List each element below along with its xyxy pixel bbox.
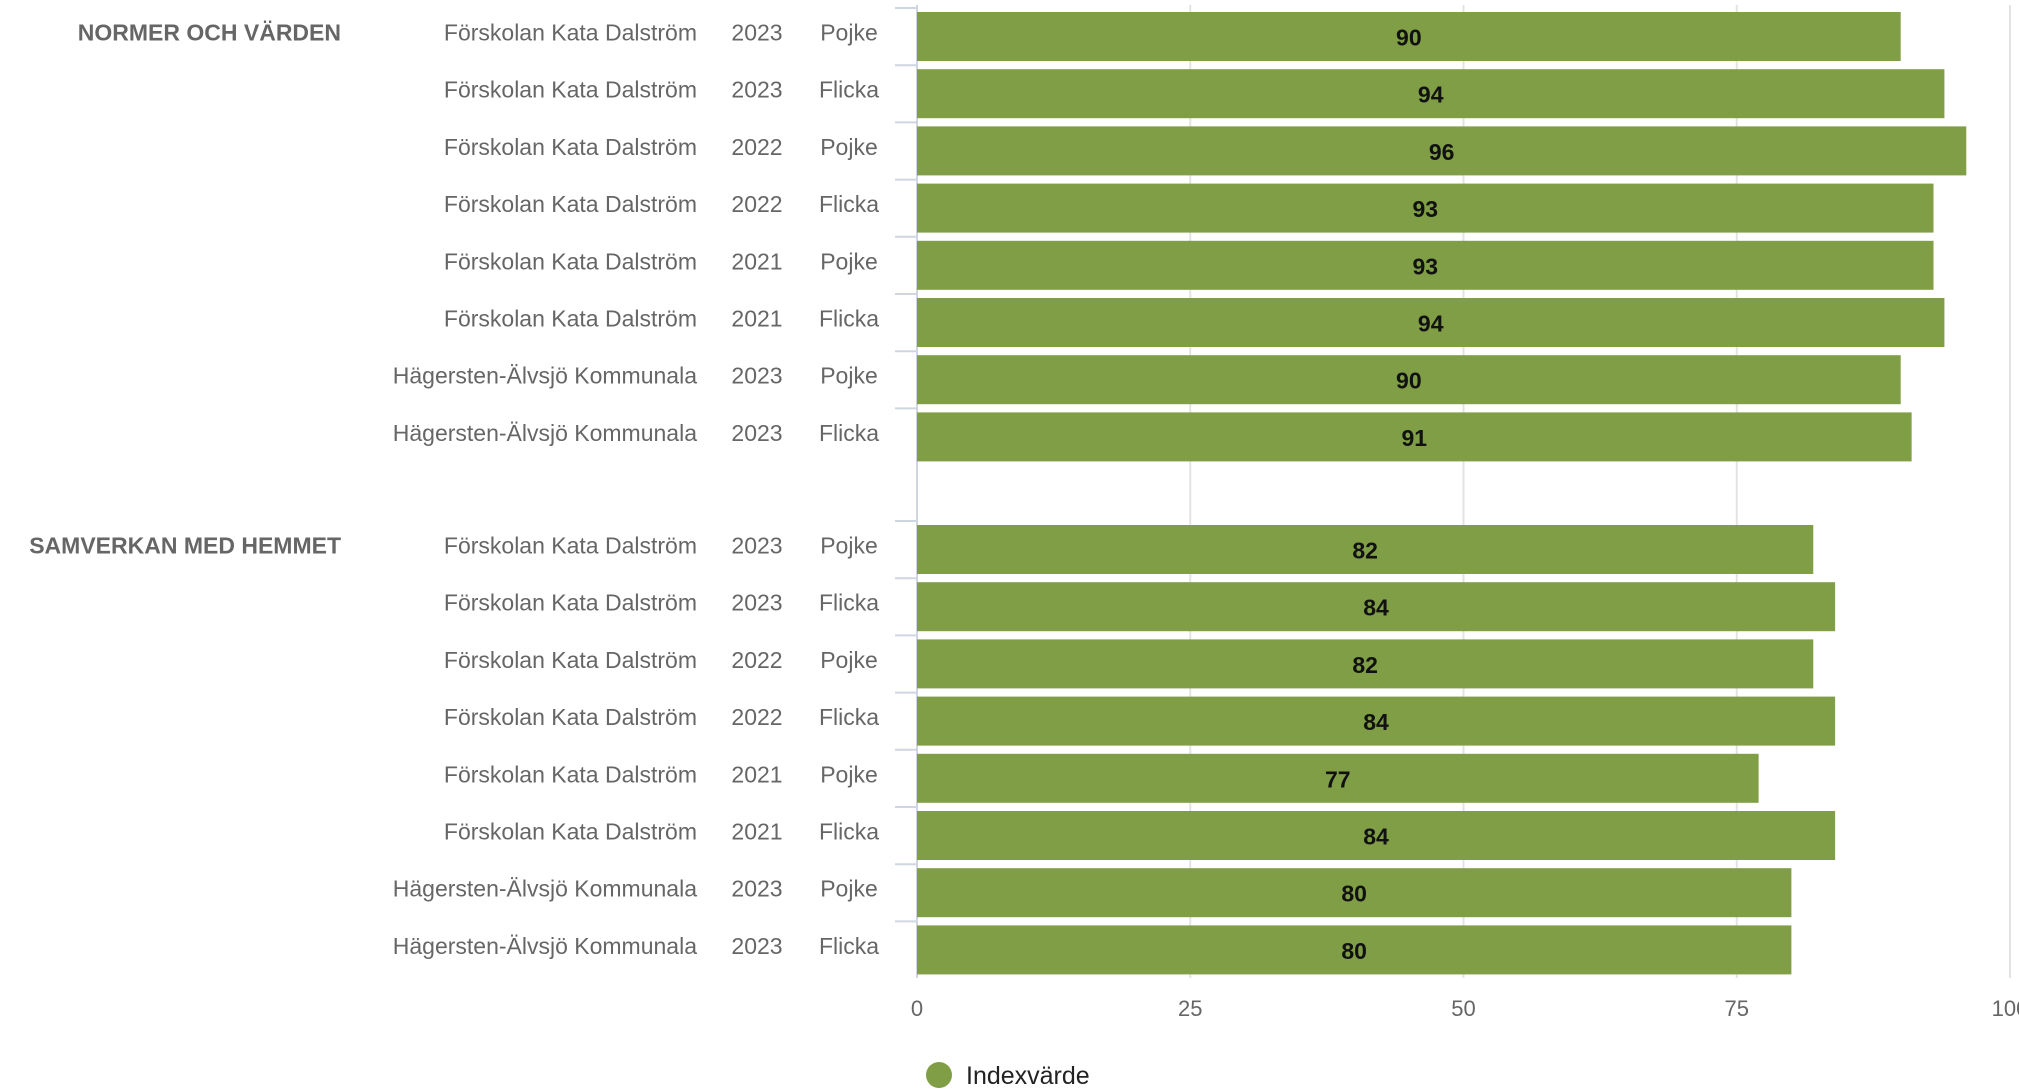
gender-label: Pojke	[820, 134, 878, 160]
year-label: 2023	[731, 20, 782, 46]
gender-label: Flicka	[819, 306, 879, 332]
legend[interactable]: Indexvärde	[926, 1062, 1090, 1089]
bar-value-label: 90	[1396, 25, 1422, 51]
year-label: 2022	[731, 134, 782, 160]
bar[interactable]	[917, 753, 1759, 803]
bar[interactable]	[917, 696, 1836, 746]
gender-label: Pojke	[820, 876, 878, 902]
x-tick-label: 100	[1992, 996, 2019, 1021]
school-label: Hägersten-Älvsjö Kommunala	[393, 933, 697, 959]
bar[interactable]	[917, 355, 1901, 405]
bar[interactable]	[917, 126, 1967, 176]
bar-value-label: 82	[1352, 652, 1378, 678]
gender-label: Pojke	[820, 363, 878, 389]
year-label: 2023	[731, 533, 782, 559]
bar-value-label: 93	[1412, 253, 1438, 279]
year-label: 2023	[731, 590, 782, 616]
bar-value-label: 84	[1363, 709, 1389, 735]
bar[interactable]	[917, 298, 1945, 347]
school-label: Förskolan Kata Dalström	[444, 533, 697, 559]
year-label: 2021	[731, 761, 782, 787]
row-labels: Förskolan Kata Dalström 2023 Pojke NORMER O…	[29, 20, 879, 959]
bar[interactable]	[917, 868, 1792, 918]
year-label: 2023	[731, 420, 782, 446]
gender-label: Flicka	[819, 77, 879, 103]
school-label: Hägersten-Älvsjö Kommunala	[393, 420, 697, 446]
bar-value-label: 77	[1325, 766, 1351, 792]
x-axis: 0 25 50 75 100	[911, 996, 2019, 1021]
year-label: 2021	[731, 819, 782, 845]
year-label: 2023	[731, 77, 782, 103]
school-label: Förskolan Kata Dalström	[444, 647, 697, 673]
school-label: Förskolan Kata Dalström	[444, 191, 697, 217]
gender-label: Pojke	[820, 248, 878, 274]
bar[interactable]	[917, 69, 1945, 119]
bar-value-label: 84	[1363, 824, 1389, 850]
bar-value-label: 93	[1412, 196, 1438, 222]
school-label: Förskolan Kata Dalström	[444, 134, 697, 160]
group-label: SAMVERKAN MED HEMMET	[29, 533, 341, 559]
gender-label: Flicka	[819, 191, 879, 217]
gender-label: Flicka	[819, 590, 879, 616]
x-tick-label: 0	[911, 996, 923, 1021]
bar[interactable]	[917, 639, 1814, 689]
bar-value-label: 84	[1363, 595, 1389, 621]
bar-value-label: 94	[1418, 82, 1444, 108]
school-label: Förskolan Kata Dalström	[444, 819, 697, 845]
gender-label: Pojke	[820, 20, 878, 46]
bar-value-label: 91	[1402, 425, 1428, 451]
year-label: 2022	[731, 704, 782, 730]
bar[interactable]	[917, 925, 1792, 975]
year-label: 2023	[731, 363, 782, 389]
year-label: 2021	[731, 248, 782, 274]
x-tick-label: 75	[1725, 996, 1749, 1021]
school-label: Hägersten-Älvsjö Kommunala	[393, 876, 697, 902]
gender-label: Pojke	[820, 533, 878, 559]
bar-value-label: 96	[1429, 139, 1455, 165]
year-label: 2023	[731, 933, 782, 959]
bar-value-label: 80	[1341, 938, 1367, 964]
year-label: 2021	[731, 306, 782, 332]
gender-label: Flicka	[819, 420, 879, 446]
gender-label: Flicka	[819, 933, 879, 959]
bar[interactable]	[917, 240, 1934, 290]
bar[interactable]	[917, 582, 1836, 632]
bar[interactable]	[917, 811, 1836, 860]
school-label: Förskolan Kata Dalström	[444, 77, 697, 103]
school-label: Förskolan Kata Dalström	[444, 704, 697, 730]
school-label: Hägersten-Älvsjö Kommunala	[393, 363, 697, 389]
school-label: Förskolan Kata Dalström	[444, 306, 697, 332]
school-label: Förskolan Kata Dalström	[444, 761, 697, 787]
year-label: 2023	[731, 876, 782, 902]
bar[interactable]	[917, 183, 1934, 233]
legend-label[interactable]: Indexvärde	[966, 1062, 1090, 1089]
bar[interactable]	[917, 525, 1814, 574]
x-tick-label: 50	[1451, 996, 1475, 1021]
bars: 90 94 96 93 93 94 90 91 82 84 82 84 77 84 80 80	[917, 12, 1967, 975]
school-label: Förskolan Kata Dalström	[444, 20, 697, 46]
gender-label: Pojke	[820, 761, 878, 787]
year-label: 2022	[731, 647, 782, 673]
year-label: 2022	[731, 191, 782, 217]
bar-value-label: 94	[1418, 311, 1444, 337]
bar-value-label: 82	[1352, 538, 1378, 564]
school-label: Förskolan Kata Dalström	[444, 248, 697, 274]
school-label: Förskolan Kata Dalström	[444, 590, 697, 616]
bar-value-label: 80	[1341, 881, 1367, 907]
x-tick-label: 25	[1178, 996, 1202, 1021]
group-label: NORMER OCH VÄRDEN	[78, 20, 341, 46]
gender-label: Flicka	[819, 819, 879, 845]
gender-label: Pojke	[820, 647, 878, 673]
gender-label: Flicka	[819, 704, 879, 730]
bar[interactable]	[917, 412, 1912, 462]
legend-marker[interactable]	[926, 1062, 952, 1088]
bar-value-label: 90	[1396, 368, 1422, 394]
bar[interactable]	[917, 12, 1901, 61]
